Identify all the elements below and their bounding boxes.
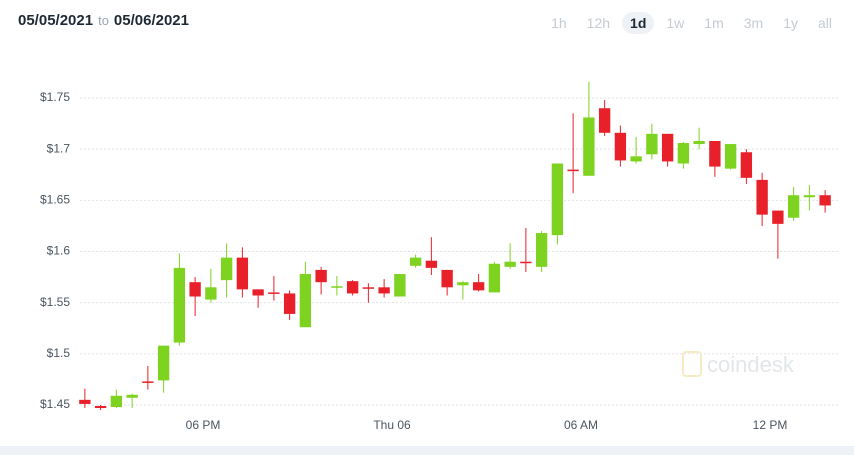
candle-body [819, 195, 831, 206]
candle-body [236, 257, 249, 290]
candle-body [693, 140, 705, 145]
candle-body [394, 274, 406, 297]
watermark: coindesk [682, 351, 795, 377]
candle-body [803, 195, 816, 198]
range-selector: 1h 12h 1d 1w 1m 3m 1y all [543, 12, 840, 34]
candle-body [205, 287, 217, 300]
footer-strip [0, 446, 854, 455]
candle-body [268, 292, 280, 294]
candle-body [709, 140, 721, 167]
candle-body [331, 286, 343, 288]
candle-body [472, 282, 485, 291]
candle-body [551, 163, 564, 236]
candle-body [535, 233, 548, 267]
candle-body [630, 156, 642, 162]
candle-body [126, 394, 138, 398]
candle-body [646, 133, 658, 155]
y-tick-label: $1.65 [40, 193, 70, 207]
x-tick-label: 06 PM [186, 418, 221, 432]
candle-body [409, 257, 422, 266]
candle-body [157, 345, 170, 381]
candle-body [362, 287, 375, 289]
y-tick-label: $1.55 [40, 295, 70, 309]
candle-body [614, 132, 627, 161]
range-button[interactable]: 1y [783, 15, 798, 31]
y-tick-label: $1.6 [47, 244, 71, 258]
candle-body [457, 282, 469, 286]
y-tick-label: $1.7 [47, 141, 71, 155]
watermark-logo [682, 351, 702, 377]
candle-body [567, 169, 579, 172]
range-button[interactable]: 12h [586, 15, 611, 31]
date-range: 05/05/2021 to 05/06/2021 [18, 12, 189, 29]
range-button[interactable]: all [817, 15, 832, 31]
candle-body [94, 405, 107, 409]
candle-body [661, 133, 674, 162]
candle-body [740, 152, 753, 178]
x-tick-label: 12 PM [753, 418, 788, 432]
candle-body [283, 293, 296, 314]
candle-body [677, 143, 690, 164]
candle-body [346, 281, 359, 294]
candle-body [252, 289, 264, 296]
start-date: 05/05/2021 [18, 12, 94, 29]
candle-body [315, 269, 327, 283]
range-button[interactable]: 1w [666, 15, 685, 31]
y-tick-label: $1.75 [40, 90, 70, 104]
range-button[interactable]: 1h [551, 15, 567, 31]
candle-body [724, 144, 737, 169]
candle-body [220, 257, 233, 281]
end-date: 05/06/2021 [113, 12, 189, 29]
candle-body [520, 261, 532, 264]
candle-body [142, 381, 154, 383]
candle-body [772, 210, 784, 224]
candle-body [441, 269, 453, 288]
candle-body [189, 282, 201, 297]
candle-body [756, 179, 768, 215]
watermark-text: coindesk [707, 352, 795, 377]
candle-body [598, 108, 611, 133]
y-tick-label: $1.5 [47, 346, 71, 360]
candle-body [378, 287, 390, 294]
range-button[interactable]: 3m [743, 15, 764, 31]
candle-body [425, 260, 438, 268]
candle-body [299, 274, 312, 328]
x-tick-label: 06 AM [564, 418, 598, 432]
candle-body [504, 261, 516, 267]
range-button[interactable]: 1d [622, 12, 655, 34]
separator: to [98, 13, 109, 28]
candle-body [173, 267, 186, 343]
candle-body [787, 195, 800, 218]
candle-body [110, 395, 123, 408]
candle-body [79, 399, 91, 404]
x-tick-label: Thu 06 [373, 418, 411, 432]
candle-body [488, 263, 501, 293]
range-button[interactable]: 1m [704, 15, 724, 31]
candle-body [583, 117, 595, 176]
y-tick-label: $1.45 [40, 397, 70, 411]
